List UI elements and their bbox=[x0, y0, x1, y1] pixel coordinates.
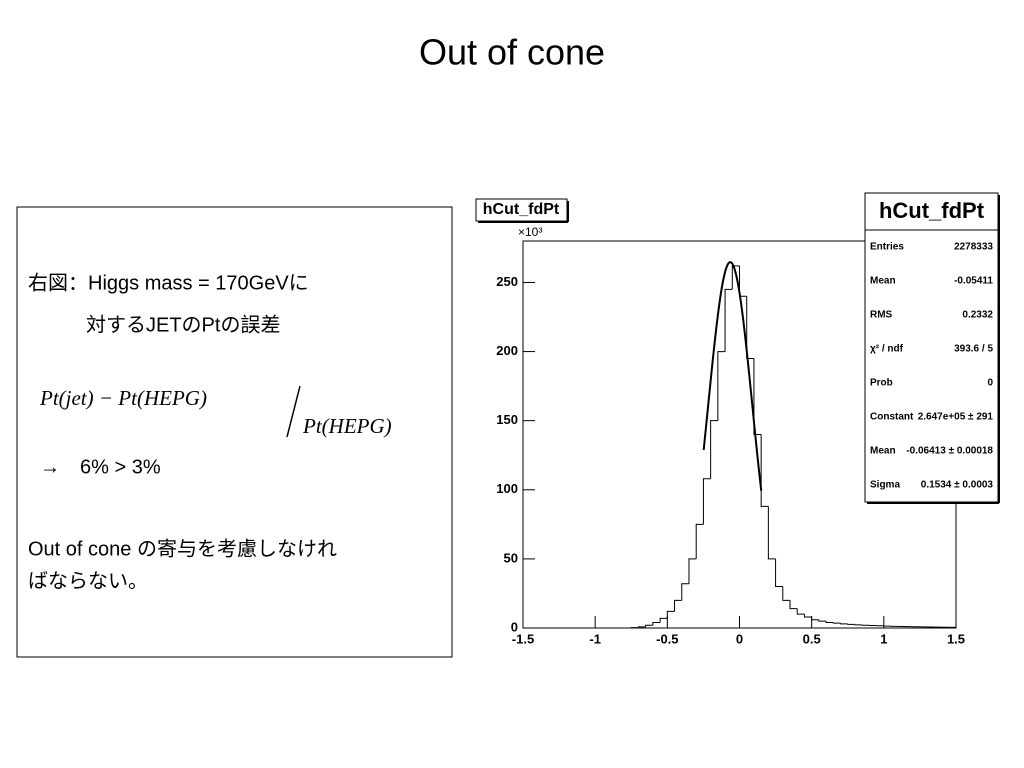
histogram-bin bbox=[674, 599, 682, 612]
histogram-bin bbox=[796, 608, 805, 615]
histogram-bin bbox=[717, 351, 726, 421]
histogram-bin bbox=[847, 623, 855, 625]
formula-numerator: Pt(jet) − Pt(HEPG) bbox=[39, 386, 207, 410]
stats-value: 0.2332 bbox=[962, 310, 993, 321]
histogram-bin bbox=[811, 616, 819, 621]
histogram-bin bbox=[659, 617, 668, 623]
y-tick-label: 200 bbox=[496, 343, 518, 358]
y-tick-label: 50 bbox=[504, 550, 518, 565]
text-line: 右図：Higgs mass = 170GeVに bbox=[28, 271, 309, 294]
y-tick-label: 150 bbox=[496, 412, 518, 427]
stats-value: 2.647e+05 ± 291 bbox=[918, 412, 994, 423]
histogram-bin bbox=[832, 622, 841, 624]
histogram-bin bbox=[789, 600, 798, 610]
histogram-bin bbox=[767, 506, 776, 560]
x-tick-label: -1.5 bbox=[512, 631, 534, 646]
x-tick-label: -1 bbox=[589, 631, 601, 646]
histogram-bin bbox=[666, 610, 675, 619]
histogram-bin bbox=[818, 619, 827, 622]
fraction-slash bbox=[286, 385, 301, 438]
fit-curve bbox=[702, 261, 763, 491]
x-tick-label: -0.5 bbox=[656, 631, 678, 646]
histogram-bin bbox=[637, 626, 646, 628]
stats-label: χ² / ndf bbox=[870, 344, 904, 355]
hist-title: hCut_fdPt bbox=[483, 201, 560, 218]
y-tick-label: 250 bbox=[496, 274, 518, 289]
x-tick-label: 1.5 bbox=[947, 631, 965, 646]
histogram-bin bbox=[840, 623, 848, 625]
stats-value: -0.05411 bbox=[954, 276, 993, 287]
histogram-bin bbox=[746, 296, 754, 359]
x-tick-label: 0 bbox=[736, 631, 743, 646]
text-line: Out of cone の寄与を考慮しなけれ bbox=[28, 537, 337, 560]
y-multiplier: ×10³ bbox=[518, 225, 542, 239]
stats-label: Sigma bbox=[870, 480, 900, 491]
text-line: ばならない。 bbox=[28, 569, 148, 592]
stats-value: 0.1534 ± 0.0003 bbox=[921, 480, 994, 491]
histogram-bin bbox=[695, 523, 704, 559]
stats-value: -0.06413 ± 0.00018 bbox=[906, 446, 993, 457]
stats-label: Mean bbox=[870, 276, 896, 287]
text-box bbox=[16, 206, 453, 658]
stats-label: Mean bbox=[870, 446, 896, 457]
text-line: 対するJETのPtの誤差 bbox=[86, 313, 280, 336]
histogram-bin bbox=[782, 586, 791, 601]
result-text: → 6% > 3% bbox=[40, 456, 161, 478]
stats-value: 0 bbox=[987, 378, 993, 389]
x-tick-label: 1 bbox=[880, 631, 887, 646]
histogram-bin bbox=[724, 288, 733, 352]
stats-title: hCut_fdPt bbox=[879, 198, 985, 223]
histogram-bin bbox=[760, 434, 769, 507]
histogram-bin bbox=[739, 265, 747, 297]
stats-value: 393.6 / 5 bbox=[954, 344, 993, 355]
y-tick-label: 0 bbox=[511, 619, 518, 634]
histogram-bin bbox=[652, 621, 661, 626]
histogram-bin bbox=[688, 558, 697, 584]
histogram-bin bbox=[731, 265, 740, 290]
y-tick-label: 100 bbox=[496, 481, 518, 496]
histogram-bin bbox=[681, 583, 689, 601]
x-tick-label: 0.5 bbox=[803, 631, 821, 646]
histogram-bin bbox=[710, 420, 718, 479]
histogram-bin bbox=[803, 614, 812, 618]
stats-box bbox=[864, 192, 999, 503]
histogram-bin bbox=[645, 624, 653, 627]
stats-value: 2278333 bbox=[954, 242, 993, 253]
stats-label: Constant bbox=[870, 412, 914, 423]
slide-title: Out of cone bbox=[419, 32, 605, 73]
stats-label: Entries bbox=[870, 242, 904, 253]
formula-denominator: Pt(HEPG) bbox=[302, 414, 392, 438]
histogram-bin bbox=[753, 358, 762, 435]
histogram-bin bbox=[702, 478, 711, 525]
stats-label: Prob bbox=[870, 378, 893, 389]
stats-label: RMS bbox=[870, 310, 893, 321]
histogram-bin bbox=[825, 621, 834, 623]
histogram-bin bbox=[775, 558, 783, 588]
